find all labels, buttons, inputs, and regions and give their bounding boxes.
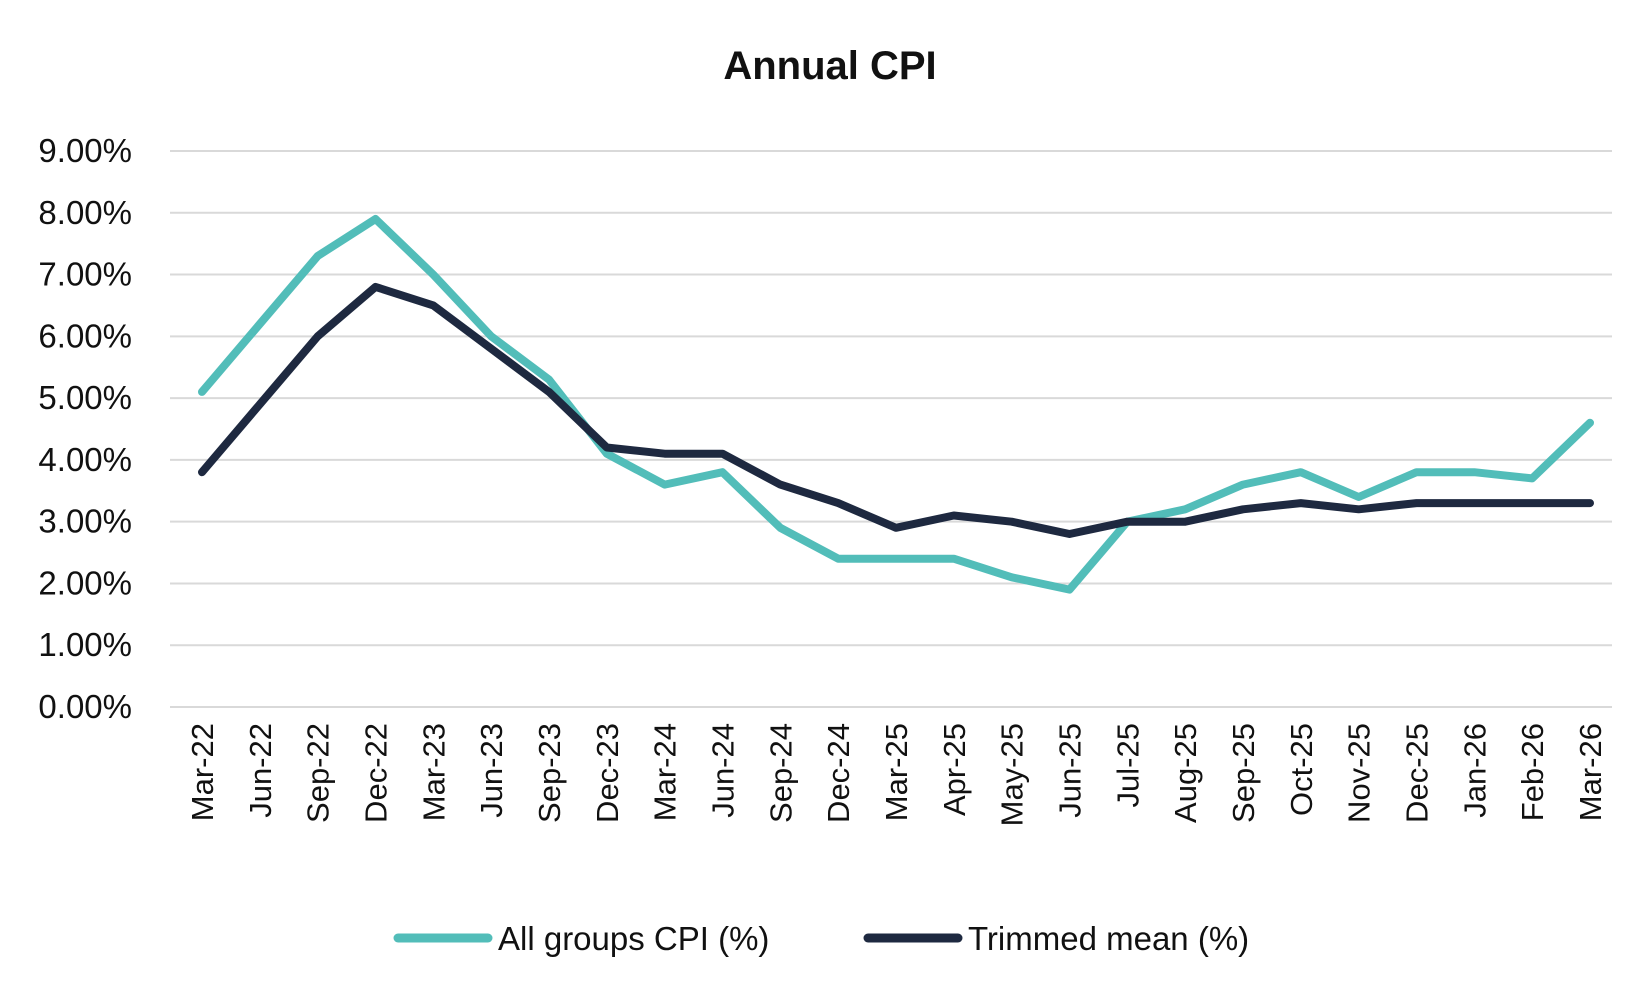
x-tick-label: Mar-23 <box>416 723 451 821</box>
data-point <box>895 527 897 529</box>
data-point <box>201 471 203 473</box>
data-point <box>779 484 781 486</box>
series-lines <box>198 215 1594 594</box>
data-point <box>1358 508 1360 510</box>
data-point <box>1242 508 1244 510</box>
data-point <box>1242 484 1244 486</box>
data-point <box>779 527 781 529</box>
x-tick-label: Mar-26 <box>1573 723 1608 821</box>
x-tick-label: Mar-22 <box>185 723 220 821</box>
data-point <box>490 335 492 337</box>
data-point <box>1300 502 1302 504</box>
y-tick-label: 7.00% <box>38 256 132 293</box>
data-point <box>1069 589 1070 591</box>
data-point <box>1416 502 1417 504</box>
x-tick-label: Jun-23 <box>474 723 509 818</box>
x-tick-label: Nov-25 <box>1342 723 1377 823</box>
x-tick-label: Apr-25 <box>937 723 972 816</box>
x-tick-label: May-25 <box>995 723 1030 826</box>
legend-item-1: All groups CPI (%) <box>393 920 769 957</box>
data-point <box>1473 502 1475 504</box>
data-point <box>1589 422 1591 424</box>
data-point <box>432 304 434 306</box>
data-point <box>1473 471 1475 473</box>
chart-title: Annual CPI <box>723 44 936 88</box>
data-point <box>606 447 608 449</box>
legend: All groups CPI (%) Trimmed mean (%) <box>393 920 1249 957</box>
data-point <box>1589 502 1591 504</box>
y-tick-label: 0.00% <box>38 688 132 725</box>
x-tick-label: Aug-25 <box>1168 723 1203 823</box>
data-point <box>317 335 319 337</box>
y-tick-label: 1.00% <box>38 626 132 663</box>
x-tick-label: Feb-26 <box>1515 723 1550 821</box>
data-point <box>664 484 666 486</box>
legend-label: All groups CPI (%) <box>498 920 769 957</box>
data-point <box>1531 502 1533 504</box>
y-tick-label: 5.00% <box>38 379 132 416</box>
data-point <box>1126 521 1128 523</box>
x-tick-label: Oct-25 <box>1284 723 1319 816</box>
data-point <box>1184 521 1186 523</box>
x-tick-label: Dec-24 <box>821 723 856 823</box>
y-axis-ticks: 0.00% 1.00% 2.00% 3.00% 4.00% 5.00% 6.00% 7.00%… <box>38 132 132 725</box>
data-point <box>837 558 839 560</box>
data-point <box>722 453 723 455</box>
data-point <box>1011 576 1013 578</box>
x-tick-label: Jan-26 <box>1457 723 1492 818</box>
data-point <box>1069 533 1070 535</box>
data-point <box>432 274 434 276</box>
y-tick-label: 9.00% <box>38 132 132 169</box>
data-point <box>259 323 261 325</box>
y-tick-label: 4.00% <box>38 441 132 478</box>
data-point <box>1358 496 1360 498</box>
x-tick-label: Jun-22 <box>243 723 278 818</box>
gridlines <box>170 150 1612 708</box>
data-point <box>606 453 608 455</box>
legend-label: Trimmed mean (%) <box>968 920 1249 957</box>
data-point <box>201 391 203 393</box>
data-point <box>1011 521 1013 523</box>
data-point <box>722 471 723 473</box>
series-points-2 <box>201 286 1591 535</box>
data-point <box>375 286 376 288</box>
x-tick-label: Sep-25 <box>1226 723 1261 823</box>
data-point <box>1300 471 1302 473</box>
x-tick-label: Dec-25 <box>1400 723 1435 823</box>
data-point <box>953 514 955 516</box>
x-tick-label: Dec-22 <box>359 723 394 823</box>
y-tick-label: 8.00% <box>38 194 132 231</box>
data-point <box>1531 477 1533 479</box>
data-point <box>837 502 839 504</box>
x-tick-label: Dec-23 <box>590 723 625 823</box>
x-tick-label: Mar-24 <box>648 723 683 821</box>
x-tick-label: Jul-25 <box>1110 723 1145 807</box>
x-tick-label: Jun-24 <box>706 723 741 818</box>
data-point <box>548 379 550 381</box>
y-tick-label: 3.00% <box>38 503 132 540</box>
data-point <box>895 558 897 560</box>
x-tick-label: Sep-24 <box>763 723 798 823</box>
data-point <box>317 255 319 257</box>
y-tick-label: 2.00% <box>38 564 132 601</box>
data-point <box>375 218 376 220</box>
series-line-2 <box>198 282 1594 538</box>
legend-item-2: Trimmed mean (%) <box>863 920 1249 957</box>
data-point <box>548 391 550 393</box>
x-axis-ticks: Mar-22 Jun-22 Sep-22 Dec-22 Mar-23 Jun-23 Sep-… <box>185 723 1608 826</box>
x-tick-label: Mar-25 <box>879 723 914 821</box>
data-point <box>1416 471 1417 473</box>
data-point <box>259 403 261 405</box>
data-point <box>1184 508 1186 510</box>
x-tick-label: Jun-25 <box>1053 723 1088 818</box>
x-tick-label: Sep-22 <box>301 723 336 823</box>
data-point <box>953 558 955 560</box>
y-tick-label: 6.00% <box>38 317 132 354</box>
data-point <box>490 348 492 350</box>
x-tick-label: Sep-23 <box>532 723 567 823</box>
data-point <box>664 453 666 455</box>
